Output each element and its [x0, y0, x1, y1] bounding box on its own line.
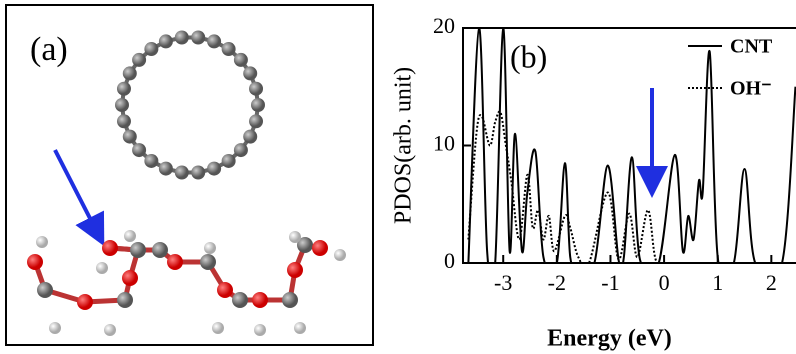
atom	[117, 292, 133, 308]
atom	[252, 292, 268, 308]
atom	[222, 42, 236, 56]
atom	[117, 114, 131, 128]
atom	[191, 30, 205, 44]
atom	[37, 282, 53, 298]
x-tick-label: -2	[548, 270, 566, 295]
y-tick-label: 0	[444, 248, 455, 273]
atom	[200, 254, 216, 270]
y-tick-label: 20	[433, 13, 455, 38]
atom	[130, 242, 146, 258]
atom	[167, 254, 183, 270]
atom	[144, 154, 158, 168]
arrow	[55, 150, 97, 232]
atom	[159, 34, 173, 48]
series-line	[468, 112, 795, 268]
atom	[175, 30, 189, 44]
atom	[124, 230, 136, 242]
atom	[191, 166, 205, 180]
x-tick-label: 2	[766, 270, 777, 295]
x-tick-label: 0	[659, 270, 670, 295]
atom	[249, 82, 263, 96]
legend-label: OH⁻	[730, 78, 772, 100]
atom	[115, 98, 129, 112]
atom	[289, 231, 301, 243]
x-axis-label: Energy (eV)	[547, 326, 672, 352]
atom	[175, 166, 189, 180]
atom	[287, 262, 303, 278]
atom	[104, 324, 116, 336]
atom	[207, 34, 221, 48]
panel-label: (b)	[510, 38, 547, 74]
atom	[77, 294, 93, 310]
atom	[232, 292, 248, 308]
atom	[123, 130, 137, 144]
atom	[159, 162, 173, 176]
atom	[243, 66, 257, 80]
atom	[102, 240, 118, 256]
atom	[207, 162, 221, 176]
atom	[222, 154, 236, 168]
legend-label: CNT	[730, 36, 773, 58]
atom	[282, 292, 298, 308]
atom	[234, 53, 248, 67]
atom	[254, 324, 266, 336]
atom	[251, 98, 265, 112]
atom	[294, 322, 306, 334]
panel-a: (a)	[6, 5, 373, 345]
atom	[122, 270, 138, 286]
x-tick-label: -3	[494, 270, 512, 295]
atom	[334, 249, 346, 261]
atom	[234, 143, 248, 157]
page: {"panel_a": {"label": "(a)"}, "chart_dat…	[0, 0, 796, 354]
figure: (a) -3-2-101201020Energy (eV)PDOS(arb. u…	[0, 0, 796, 354]
panel-label: (a)	[30, 31, 68, 68]
atom	[132, 143, 146, 157]
atom	[243, 130, 257, 144]
atom	[217, 282, 233, 298]
y-axis-label: PDOS(arb. unit)	[391, 67, 417, 224]
y-tick-label: 10	[433, 131, 455, 156]
atom	[144, 42, 158, 56]
atom	[249, 114, 263, 128]
atom	[117, 82, 131, 96]
atom	[212, 322, 224, 334]
atom	[96, 262, 108, 274]
atom	[204, 242, 216, 254]
atom	[49, 322, 61, 334]
atom	[27, 254, 43, 270]
x-tick-label: -1	[601, 270, 619, 295]
atom	[152, 242, 168, 258]
atom	[123, 66, 137, 80]
x-tick-label: 1	[712, 270, 723, 295]
atom	[36, 236, 48, 248]
atom	[312, 240, 328, 256]
atom	[132, 53, 146, 67]
